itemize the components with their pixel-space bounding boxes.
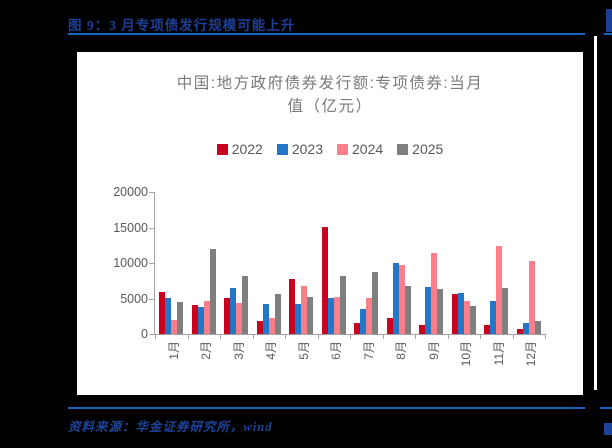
- bar-2025-10月: [469, 306, 476, 334]
- bar-2022-8月: [386, 318, 393, 334]
- bar-2022-7月: [354, 323, 361, 334]
- chart-title-line-2: 值（亿元）: [287, 98, 373, 115]
- bar-2024-9月: [431, 253, 438, 334]
- bar-2024-10月: [463, 301, 470, 334]
- chart-title-line-1: 中国:地方政府债券发行额:专项债券:当月: [176, 75, 484, 92]
- bar-2022-9月: [419, 325, 426, 334]
- legend-label: 2024: [352, 141, 384, 157]
- bar-2025-12月: [534, 321, 541, 334]
- legend-swatch-icon: [276, 143, 288, 155]
- source-note: 资料来源：华金证券研究所，wind: [68, 420, 273, 434]
- bar-2022-6月: [321, 227, 328, 334]
- figure-caption: 图 9：3 月专项债发行规模可能上升: [68, 18, 296, 33]
- bar-2023-7月: [360, 309, 367, 334]
- bar-2022-12月: [516, 329, 523, 334]
- bar-2025-8月: [404, 286, 411, 334]
- bar-2023-11月: [490, 301, 497, 334]
- adjacent-figure-title-fragment: [606, 9, 612, 32]
- bar-2025-11月: [502, 288, 509, 334]
- bar-2022-4月: [256, 321, 263, 334]
- bar-2025-6月: [339, 276, 346, 334]
- bar-2025-1月: [177, 302, 184, 334]
- chart-legend: 2022 2023 2024 2025: [77, 141, 583, 157]
- footer-rule: [68, 407, 585, 409]
- legend-item-2025: 2025: [397, 141, 443, 157]
- plot-area: [155, 192, 545, 334]
- x-axis-line: [150, 334, 546, 335]
- caption-underline: [68, 33, 585, 35]
- adjacent-figure-footer-text-fragment: [604, 423, 612, 435]
- bar-2022-3月: [224, 298, 231, 334]
- legend-item-2024: 2024: [337, 141, 383, 157]
- adjacent-figure-footer-rule-fragment: [600, 407, 612, 409]
- adjacent-figure-panel-edge: [594, 36, 597, 390]
- bar-2022-10月: [451, 294, 458, 334]
- legend-label: 2025: [412, 141, 444, 157]
- bar-2024-7月: [366, 298, 373, 334]
- bar-2024-4月: [268, 318, 275, 334]
- chart-title: 中国:地方政府债券发行额:专项债券:当月 值（亿元）: [90, 72, 570, 118]
- bar-2024-5月: [301, 286, 308, 334]
- bar-2025-2月: [209, 249, 216, 334]
- legend-label: 2023: [291, 141, 323, 157]
- bar-2023-2月: [197, 307, 204, 334]
- bar-2025-5月: [307, 297, 314, 334]
- bar-2023-10月: [457, 293, 464, 334]
- bar-2022-1月: [159, 292, 166, 334]
- bar-2023-5月: [295, 304, 302, 334]
- bar-2024-8月: [398, 265, 405, 334]
- bar-2024-11月: [496, 246, 503, 334]
- bar-2023-1月: [165, 298, 172, 334]
- y-axis-line: [154, 192, 155, 335]
- bar-2024-6月: [333, 297, 340, 334]
- bar-2025-9月: [437, 289, 444, 334]
- bar-2024-1月: [171, 320, 178, 334]
- bar-2024-3月: [236, 303, 243, 334]
- legend-swatch-icon: [397, 143, 409, 155]
- bar-2024-2月: [203, 301, 210, 334]
- bar-2022-11月: [484, 325, 491, 334]
- bar-2023-6月: [327, 298, 334, 334]
- bar-2022-2月: [191, 305, 198, 334]
- legend-swatch-icon: [337, 143, 348, 155]
- bar-2023-3月: [230, 288, 237, 334]
- bar-2023-4月: [262, 304, 269, 334]
- bar-2023-8月: [392, 263, 399, 334]
- bar-2023-12月: [522, 323, 529, 334]
- legend-item-2022: 2022: [216, 141, 263, 157]
- bar-2025-3月: [242, 276, 249, 334]
- legend-label: 2022: [231, 141, 263, 157]
- adjacent-figure-underline-fragment: [604, 33, 612, 35]
- bar-2025-4月: [274, 294, 281, 334]
- bar-2024-12月: [528, 261, 535, 334]
- bar-2023-9月: [425, 287, 432, 334]
- bar-2025-7月: [372, 272, 379, 334]
- chart-panel: [77, 52, 583, 395]
- bar-2022-5月: [289, 279, 296, 334]
- legend-item-2023: 2023: [276, 141, 323, 157]
- legend-swatch-icon: [216, 143, 228, 155]
